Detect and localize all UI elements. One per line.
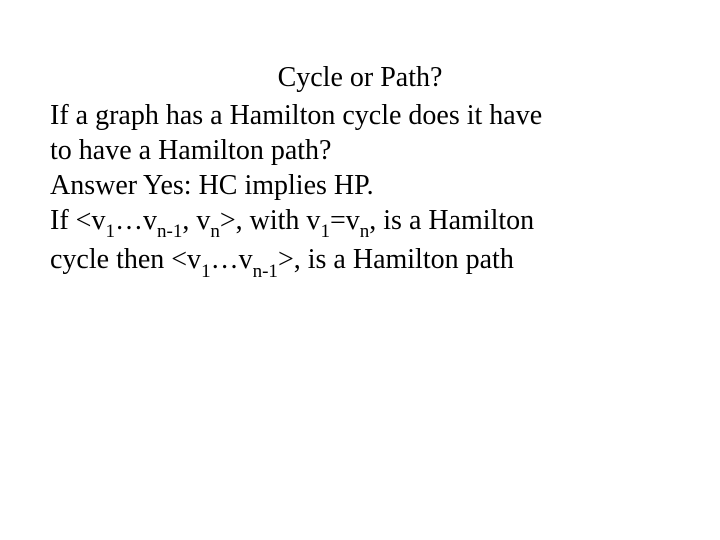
text-span: =v — [330, 205, 360, 236]
subscript: n-1 — [157, 221, 182, 242]
text-span: If <v — [50, 205, 105, 236]
text-span: Answer Yes: HC implies HP. — [50, 170, 374, 201]
body-line-2: to have a Hamilton path? — [50, 133, 670, 168]
slide-body: If a graph has a Hamilton cycle does it … — [50, 98, 670, 282]
subscript: 1 — [201, 261, 211, 282]
text-span: , is a Hamilton — [369, 205, 534, 236]
body-line-3: Answer Yes: HC implies HP. — [50, 168, 670, 203]
subscript: 1 — [105, 221, 115, 242]
text-span: to have a Hamilton path? — [50, 135, 331, 166]
subscript: n — [360, 221, 370, 242]
body-line-4: If <v1…vn-1, vn>, with v1=vn, is a Hamil… — [50, 203, 670, 242]
text-span: , v — [182, 205, 210, 236]
slide-title: Cycle or Path? — [50, 62, 670, 94]
subscript: 1 — [320, 221, 330, 242]
body-line-1: If a graph has a Hamilton cycle does it … — [50, 98, 670, 133]
subscript: n — [210, 221, 220, 242]
text-span: cycle then <v — [50, 244, 201, 275]
text-span: >, with v — [220, 205, 321, 236]
text-span: …v — [211, 244, 253, 275]
text-span: If a graph has a Hamilton cycle does it … — [50, 100, 542, 131]
slide: Cycle or Path? If a graph has a Hamilton… — [0, 0, 720, 540]
text-span: …v — [115, 205, 157, 236]
body-line-5: cycle then <v1…vn-1>, is a Hamilton path — [50, 242, 670, 281]
subscript: n-1 — [253, 261, 278, 282]
text-span: >, is a Hamilton path — [278, 244, 514, 275]
